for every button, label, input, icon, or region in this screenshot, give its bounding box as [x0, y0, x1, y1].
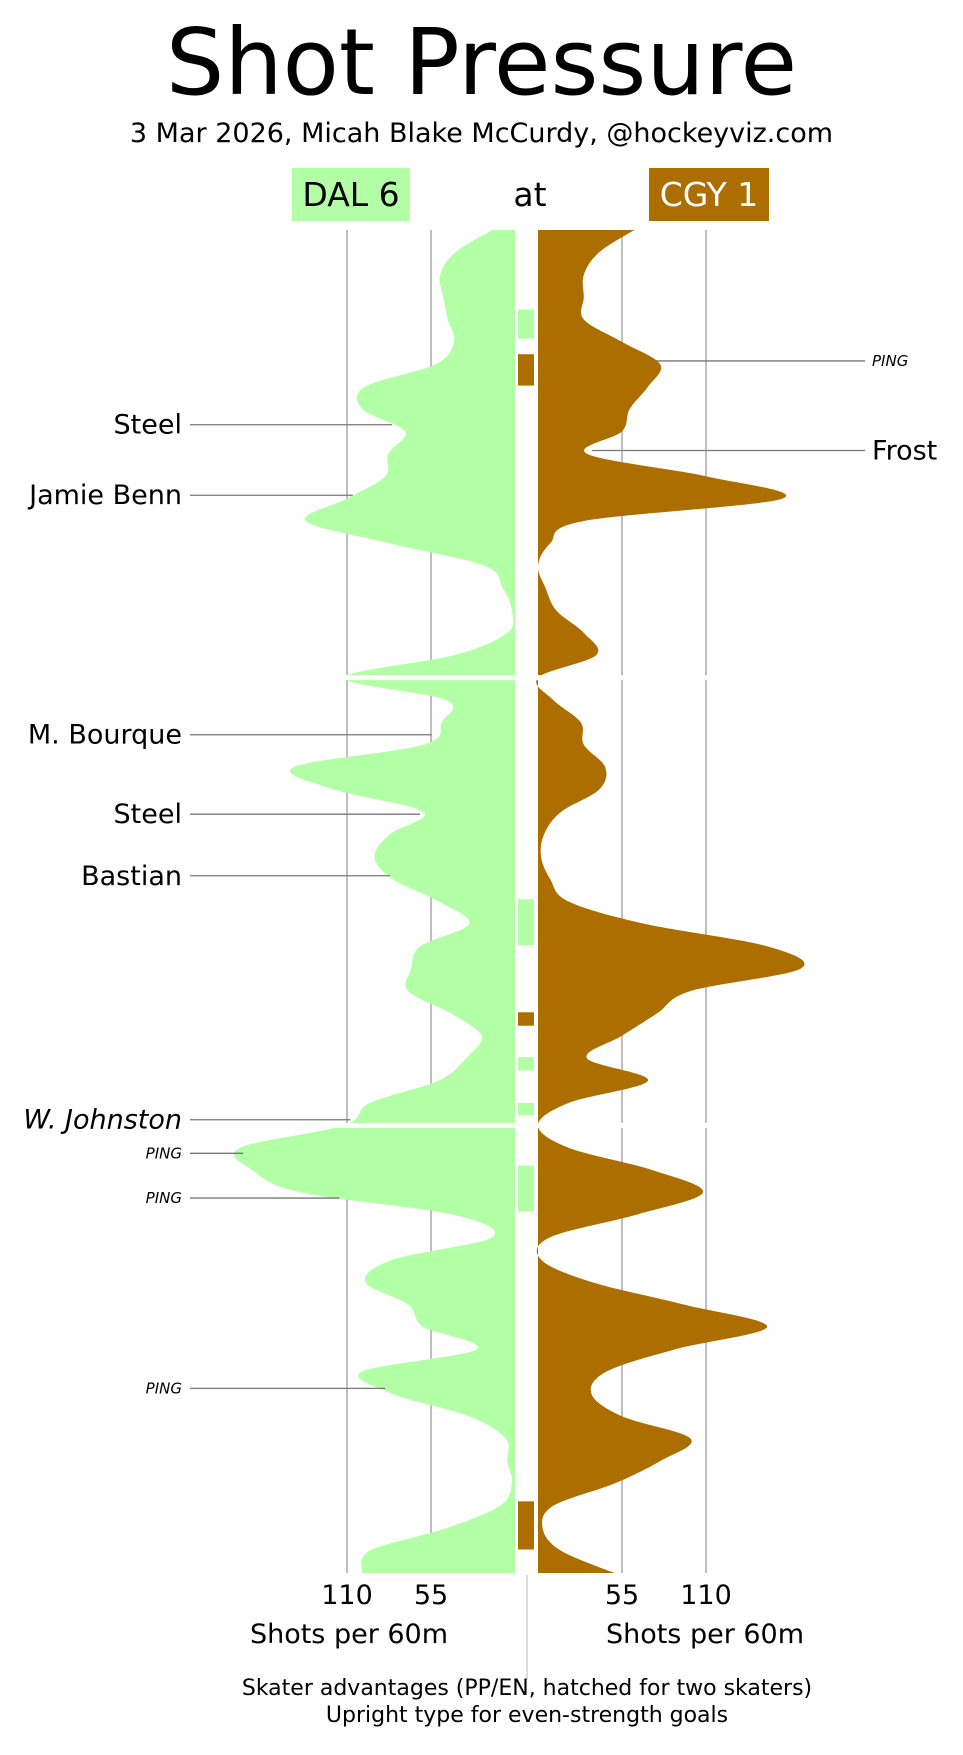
away-advantage-marker — [518, 1102, 534, 1116]
skater-advantage-markers — [518, 309, 534, 1550]
away-advantage-marker — [518, 309, 534, 339]
home-tick-label: 110 — [680, 1580, 732, 1611]
chart-title: Shot Pressure — [165, 9, 798, 116]
axis-ticks: 110 55 55 110 Shots per 60m Shots per 60m Skat… — [242, 1575, 812, 1728]
away-advantage-marker — [518, 1165, 534, 1212]
away-advantage-marker — [518, 899, 534, 946]
away-team-badge: DAL 6 — [292, 168, 410, 221]
goal-label: Bastian — [81, 861, 182, 892]
goal-label: W. Johnston — [23, 1105, 182, 1136]
footer-note-advantages: Skater advantages (PP/EN, hatched for tw… — [242, 1676, 812, 1701]
pressure-areas — [234, 230, 805, 1573]
footer-note-goals: Upright type for even-strength goals — [326, 1703, 728, 1728]
away-tick-label: 110 — [321, 1580, 373, 1611]
goal-label: PING — [146, 1144, 182, 1162]
away-advantage-marker — [518, 1057, 534, 1071]
goal-label: PING — [146, 1189, 182, 1207]
home-pressure-area — [536, 230, 805, 1573]
period-separators — [180, 675, 860, 1128]
goal-annotations: Steel Jamie Benn M. Bourque Steel Bastian W. … — [23, 352, 937, 1397]
goal-label: PING — [872, 352, 908, 370]
goal-label: Steel — [114, 410, 182, 441]
goal-label: Steel — [114, 799, 182, 830]
home-advantage-marker — [518, 1012, 534, 1026]
away-tick-label: 55 — [414, 1580, 448, 1611]
goal-label: PING — [146, 1379, 182, 1397]
home-advantage-marker — [518, 354, 534, 386]
at-label: at — [513, 175, 547, 214]
home-axis-label: Shots per 60m — [606, 1619, 804, 1650]
home-team-badge: CGY 1 — [649, 168, 769, 221]
away-axis-label: Shots per 60m — [250, 1619, 448, 1650]
home-tick-label: 55 — [605, 1580, 639, 1611]
chart-subtitle: 3 Mar 2026, Micah Blake McCurdy, @hockey… — [129, 118, 834, 149]
home-advantage-marker — [518, 1501, 534, 1550]
goal-label: M. Bourque — [28, 720, 182, 751]
goal-label: Frost — [872, 435, 937, 466]
away-pressure-area — [234, 230, 516, 1573]
goal-label: Jamie Benn — [27, 480, 182, 511]
